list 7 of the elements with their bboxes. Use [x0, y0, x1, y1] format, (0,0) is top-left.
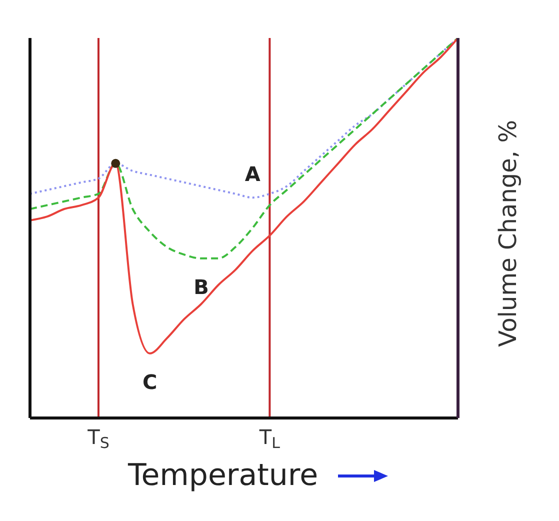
- x-tick-label: T$_{L}$: [258, 425, 281, 452]
- y-axis-title: Volume Change, %: [494, 120, 522, 346]
- annotation: A: [244, 162, 261, 186]
- x-axis-title: Temperature: [128, 458, 318, 493]
- annotation: C: [142, 370, 158, 394]
- x-tick-label: T$_{S}$: [86, 425, 110, 452]
- annotation: B: [194, 274, 209, 299]
